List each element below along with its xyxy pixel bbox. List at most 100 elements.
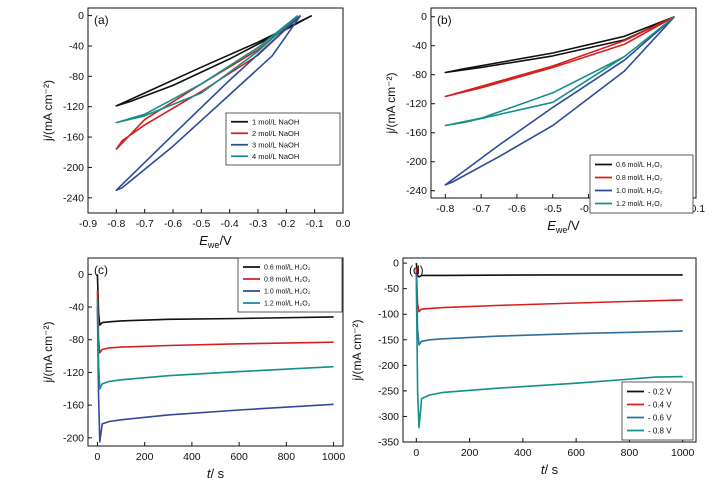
x-tick-label: -0.7: [472, 203, 490, 215]
y-tick-label: -200: [63, 162, 84, 174]
series-line-4: [444, 16, 675, 127]
x-axis-label: t/ s: [207, 466, 225, 481]
y-tick-label: -300: [378, 411, 399, 423]
legend-label: 0.8 mol/L H₂O₂: [264, 276, 311, 283]
x-tick-label: 600: [230, 451, 248, 463]
y-tick-label: -40: [412, 40, 427, 52]
x-tick-label: 0: [413, 447, 419, 459]
series-line-2: [444, 15, 675, 98]
legend-label: 1.2 mol/L H₂O₂: [264, 300, 311, 307]
chart-panel-4: 0 200 400 600 800 1000 0 -50 -100 -150 -200 -250 -30…: [350, 257, 697, 477]
series-line-4: [415, 278, 683, 429]
x-axis-label: Ewe/V: [547, 218, 580, 235]
y-tick-label: -80: [412, 69, 427, 81]
x-tick-label: 800: [621, 447, 639, 459]
x-tick-label: -0.9: [79, 218, 97, 230]
x-tick-label: -0.5: [544, 203, 562, 215]
x-tick-label: -0.8: [436, 203, 454, 215]
y-tick-label: -200: [406, 156, 427, 168]
x-tick-label: 600: [567, 447, 585, 459]
y-tick-label: -120: [63, 101, 84, 113]
y-tick-label: -80: [69, 71, 84, 83]
series-line-3: [96, 306, 334, 443]
legend-label: 1.0 mol/L H₂O₂: [616, 188, 663, 195]
legend-label: 2 mol/L NaOH: [252, 129, 299, 138]
legend-label: 3 mol/L NaOH: [252, 140, 299, 149]
y-axis-label: j/(mA cm⁻²): [41, 80, 55, 142]
chart-panel-2: -0.8-0.7-0.6-0.5-0.4-0.3-0.2-0.10-40-80-…: [384, 7, 705, 235]
y-tick-label: -200: [378, 360, 399, 372]
y-axis-label: j/(mA cm⁻²): [384, 73, 398, 135]
y-tick-label: 0: [78, 10, 84, 22]
y-tick-label: -350: [378, 437, 399, 449]
legend: - 0.2 V - 0.4 V - 0.6 V - 0.8 V: [621, 381, 694, 441]
y-tick-label: 0: [78, 269, 84, 281]
plot-frame: [87, 257, 344, 447]
y-tick-label: 0: [393, 258, 399, 270]
x-tick-label: 0: [95, 451, 101, 463]
y-tick-label: -120: [63, 367, 84, 379]
panel-label: (d): [409, 263, 424, 277]
x-tick-label: -0.7: [136, 218, 154, 230]
x-tick-label: 0.0: [336, 218, 351, 230]
series-line-2: [115, 14, 302, 150]
legend: 0.6 mol/L H₂O₂ 0.8 mol/L H₂O₂ 1.0 mol/L H₂…: [237, 257, 343, 313]
y-tick-label: -160: [63, 400, 84, 412]
legend-label: 1.2 mol/L H₂O₂: [616, 201, 663, 208]
x-axis-label: t/ s: [541, 462, 559, 477]
x-tick-label: 400: [183, 451, 201, 463]
y-tick-label: -250: [378, 385, 399, 397]
legend: 1 mol/L NaOH 2 mol/L NaOH 3 mol/L NaOH 4 mo…: [225, 112, 341, 166]
x-tick-label: 1000: [671, 447, 695, 459]
x-tick-label: 200: [136, 451, 154, 463]
legend-label: - 0.8 V: [648, 426, 672, 435]
series-line-1: [444, 15, 675, 74]
y-tick-label: -50: [384, 283, 399, 295]
y-tick-label: -40: [69, 302, 84, 314]
x-tick-label: 400: [514, 447, 532, 459]
x-tick-label: -0.6: [164, 218, 182, 230]
plot-frame: [402, 257, 697, 443]
y-tick-label: 0: [421, 11, 427, 23]
x-tick-label: -0.4: [221, 218, 239, 230]
legend-label: 0.6 mol/L H₂O₂: [616, 162, 663, 169]
y-axis-label: j/(mA cm⁻²): [41, 322, 55, 384]
x-tick-label: -0.1: [306, 218, 324, 230]
x-tick-label: 200: [461, 447, 479, 459]
legend-label: 0.8 mol/L H₂O₂: [616, 175, 663, 182]
y-tick-label: -160: [63, 132, 84, 144]
legend-label: 1 mol/L NaOH: [252, 117, 299, 126]
series-line-1: [415, 263, 683, 278]
panel-label: (a): [94, 13, 109, 27]
x-tick-label: 800: [278, 451, 296, 463]
chart-panel-3: 0 200 400 600 800 1000 0 -40 -80 -120 -160 -200 (c) t…: [41, 257, 346, 481]
series-line-3: [415, 273, 683, 346]
series-line-4: [115, 14, 299, 124]
y-tick-label: -200: [63, 432, 84, 444]
legend-label: 1.0 mol/L H₂O₂: [264, 288, 311, 295]
y-tick-label: -120: [406, 98, 427, 110]
panel-label: (b): [437, 13, 452, 27]
series-line-3: [444, 16, 676, 186]
y-tick-label: -160: [406, 127, 427, 139]
legend-label: - 0.2 V: [648, 387, 672, 396]
x-tick-label: -0.3: [249, 218, 267, 230]
x-tick-label: 1000: [322, 451, 346, 463]
x-tick-label: -0.8: [107, 218, 125, 230]
y-tick-label: -100: [378, 309, 399, 321]
y-tick-label: -40: [69, 40, 84, 52]
x-tick-label: -0.6: [508, 203, 526, 215]
y-tick-label: -150: [378, 334, 399, 346]
chart-panel-1: -0.9 -0.8 -0.7 -0.6 -0.5 -0.4 -0.3 -0.2 -0.1 0.0 0…: [41, 7, 351, 250]
y-tick-label: -240: [406, 185, 427, 197]
x-tick-label: -0.5: [192, 218, 210, 230]
legend-label: - 0.4 V: [648, 400, 672, 409]
plot-frame: [430, 7, 697, 199]
x-tick-label: -0.2: [277, 218, 295, 230]
y-tick-label: -80: [69, 334, 84, 346]
y-tick-label: -240: [63, 192, 84, 204]
series-line-3: [115, 15, 302, 191]
legend-label: 0.6 mol/L H₂O₂: [264, 264, 311, 271]
legend: 0.6 mol/L H₂O₂ 0.8 mol/L H₂O₂ 1.0 mol/L H₂…: [589, 154, 694, 214]
